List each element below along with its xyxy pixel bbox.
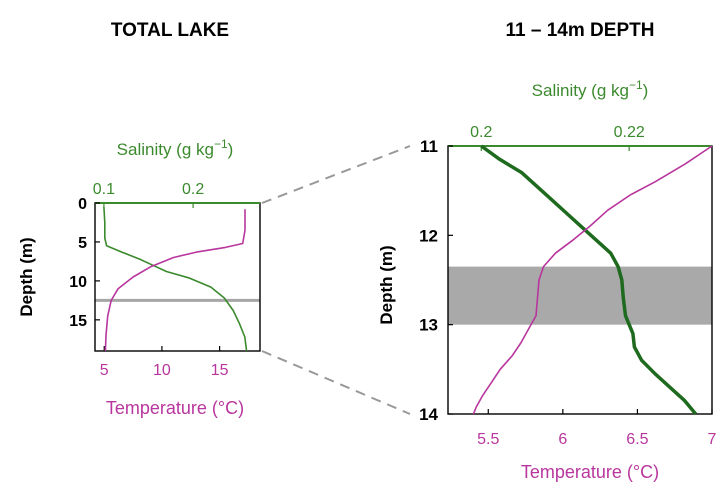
temperature-profile-line <box>472 145 713 415</box>
salinity-tick-label: 0.2 <box>470 124 492 141</box>
temperature-profile-line <box>104 209 246 352</box>
left-depth-label: Depth (m) <box>17 237 36 316</box>
salinity-tick-label: 0.1 <box>93 181 115 198</box>
connector-top <box>261 145 411 204</box>
temperature-tick-label: 10 <box>153 362 171 379</box>
salinity-profile-line <box>480 144 698 416</box>
grey-depth-band <box>448 266 712 325</box>
depth-tick-label: 11 <box>420 137 438 156</box>
depth-tick-label: 14 <box>419 405 438 424</box>
depth-tick-label: 15 <box>69 313 87 330</box>
temperature-tick-label: 5 <box>100 362 109 379</box>
salinity-profile-line <box>103 206 248 352</box>
depth-tick-label: 10 <box>69 274 87 291</box>
temperature-tick-label: 6.5 <box>626 431 648 448</box>
salinity-tick-label: 0.2 <box>182 181 204 198</box>
right-salinity-label: Salinity (g kg−1) <box>532 78 649 100</box>
temperature-tick-label: 6 <box>558 431 567 448</box>
temperature-tick-label: 15 <box>211 362 229 379</box>
left-salinity-label: Salinity (g kg−1) <box>117 137 234 159</box>
temperature-tick-label: 7 <box>708 431 717 448</box>
left-temperature-label: Temperature (°C) <box>106 398 244 418</box>
right-chart-title: 11 – 14m DEPTH <box>506 20 655 41</box>
right-temperature-label: Temperature (°C) <box>521 462 659 482</box>
depth-tick-label: 12 <box>419 226 438 245</box>
left-chart-title: TOTAL LAKE <box>111 20 229 41</box>
depth-tick-label: 0 <box>78 196 87 213</box>
depth-11-14-chart: 11 12 13 14 0.2 0.22 5.5 6 6.5 7 Salinity (g kg−1… <box>377 78 717 482</box>
depth-tick-label: 13 <box>419 316 438 335</box>
salinity-tick-label: 0.22 <box>614 124 645 141</box>
depth-tick-label: 5 <box>78 235 87 252</box>
right-depth-label: Depth (m) <box>377 245 396 324</box>
temperature-tick-label: 5.5 <box>477 431 499 448</box>
total-lake-chart: 0 5 10 15 0.1 0.2 5 10 15 Salinity (g kg−1) Temp… <box>17 137 261 418</box>
left-plot-frame <box>94 202 261 352</box>
connector-bottom <box>261 350 411 415</box>
